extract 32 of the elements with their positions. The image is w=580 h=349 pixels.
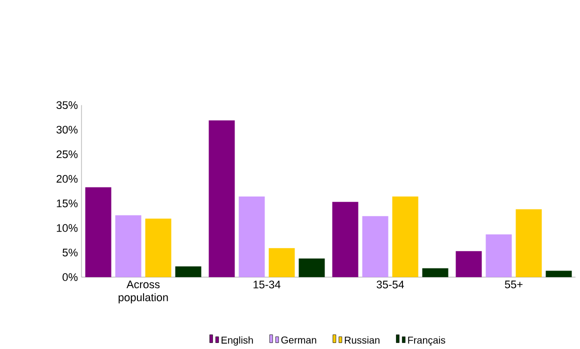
y-tick-label: 30%: [56, 126, 78, 134]
bar: [392, 196, 418, 278]
x-tick-label: 15-34: [254, 280, 280, 288]
x-tick-label: 55+: [504, 280, 523, 288]
bar: [208, 120, 235, 278]
legend-label: Français: [408, 336, 446, 346]
bar: [145, 218, 172, 278]
y-tick-label: 20%: [56, 174, 78, 183]
bar: [115, 215, 142, 278]
bar: [516, 209, 542, 278]
y-tick-label: 5%: [62, 248, 78, 256]
bar: [175, 266, 202, 278]
bar: [456, 251, 482, 278]
bar: [486, 234, 512, 278]
y-tick-label: 0%: [62, 273, 78, 281]
x-tick-label: 35-54: [376, 280, 404, 288]
y-tick-label: 15%: [56, 200, 78, 208]
legend-label: German: [281, 336, 316, 344]
x-tick-label: Across population: [118, 280, 168, 304]
y-tick-label: 25%: [56, 150, 78, 158]
y-tick-label: 10%: [56, 224, 78, 232]
bar: [238, 196, 265, 278]
bar: [85, 187, 112, 278]
legend-label: English: [222, 336, 253, 346]
bar: [268, 248, 295, 278]
bar: [546, 270, 572, 278]
legend-label: Russian: [344, 336, 380, 344]
y-tick-label: 35%: [56, 101, 78, 109]
bar: [362, 216, 388, 278]
bar: [298, 258, 325, 278]
bar: [332, 202, 358, 278]
bar: [422, 268, 448, 278]
